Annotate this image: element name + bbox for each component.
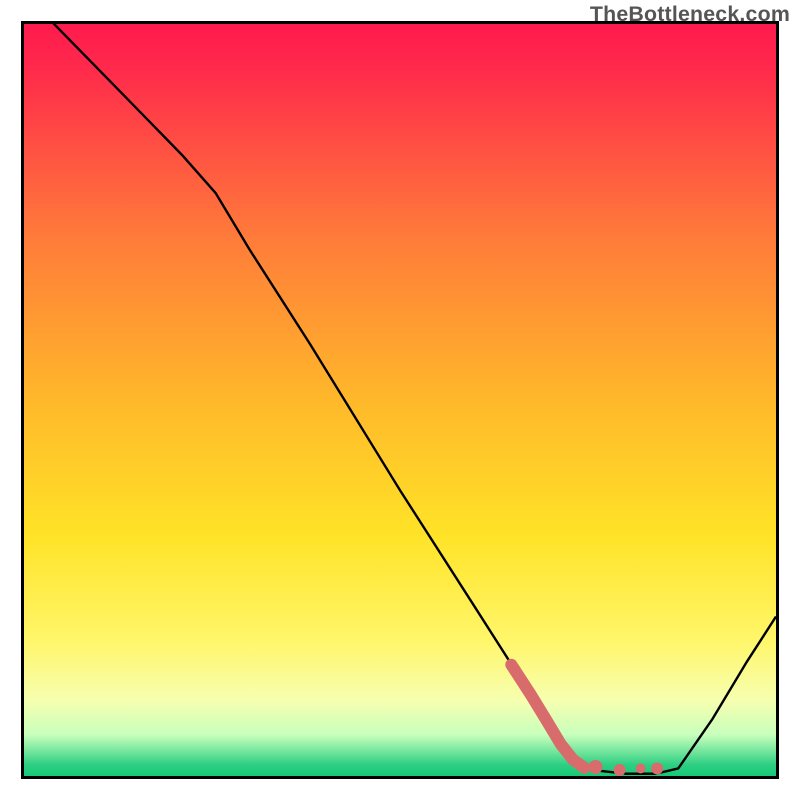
gradient-background: [24, 24, 776, 776]
chart-svg: [0, 0, 800, 800]
highlight-dot: [589, 760, 603, 774]
highlight-dot: [636, 763, 646, 773]
highlight-dot: [614, 764, 626, 776]
chart-container: TheBottleneck.com: [0, 0, 800, 800]
highlight-dot: [651, 762, 663, 774]
watermark-text: TheBottleneck.com: [590, 2, 790, 27]
